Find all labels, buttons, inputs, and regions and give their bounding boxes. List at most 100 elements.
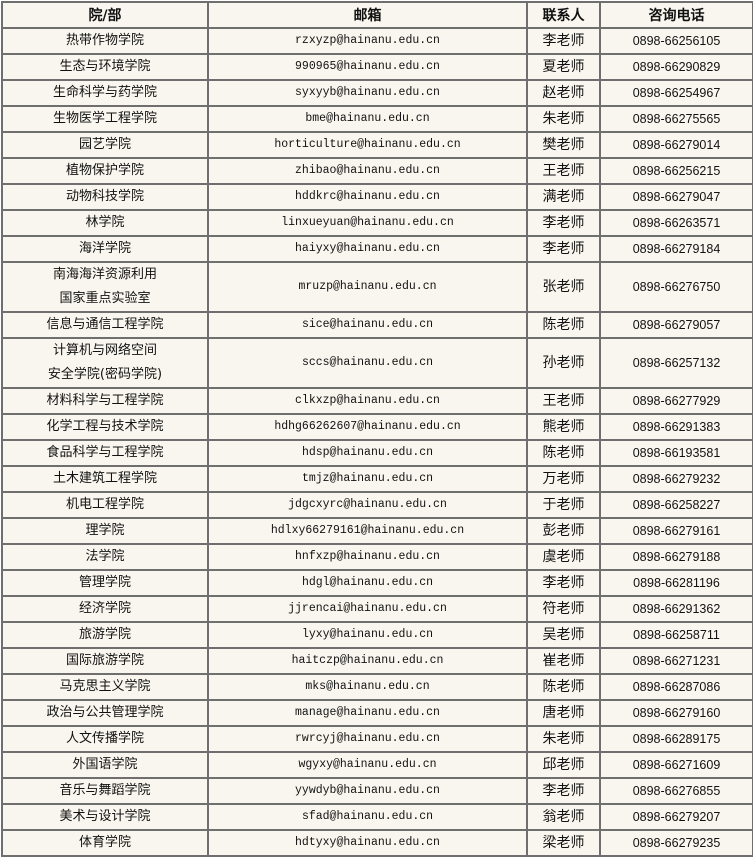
table-row: 外国语学院 wgyxy@hainanu.edu.cn 邱老师 0898-6627160…: [1, 751, 753, 779]
table-row: 计算机与网络空间 安全学院(密码学院) sccs@hainanu.edu.cn 孙老师…: [1, 337, 753, 389]
department-cell: 林学院: [1, 209, 209, 237]
phone-cell: 0898-66279188: [599, 543, 753, 571]
contact-cell: 樊老师: [526, 131, 601, 159]
table-row: 体育学院 hdtyxy@hainanu.edu.cn 梁老师 0898-6627923…: [1, 829, 753, 857]
contact-cell: 梁老师: [526, 829, 601, 857]
email-cell: sccs@hainanu.edu.cn: [207, 337, 528, 389]
email-cell: bme@hainanu.edu.cn: [207, 105, 528, 133]
phone-cell: 0898-66277929: [599, 387, 753, 415]
contact-cell: 吴老师: [526, 621, 601, 649]
department-cell: 热带作物学院: [1, 27, 209, 55]
contact-cell: 孙老师: [526, 337, 601, 389]
contact-cell: 赵老师: [526, 79, 601, 107]
department-name: 南海海洋资源利用: [52, 267, 157, 282]
phone-cell: 0898-66256105: [599, 27, 753, 55]
header-department: 院/部: [1, 1, 209, 29]
email-cell: hdgl@hainanu.edu.cn: [207, 569, 528, 597]
department-name: 动物科技学院: [65, 189, 144, 204]
department-cell: 动物科技学院: [1, 183, 209, 211]
table-row: 生物医学工程学院 bme@hainanu.edu.cn 朱老师 0898-662755…: [1, 105, 753, 133]
phone-cell: 0898-66279047: [599, 183, 753, 211]
phone-cell: 0898-66279232: [599, 465, 753, 493]
department-cell: 人文传播学院: [1, 725, 209, 753]
department-cell: 食品科学与工程学院: [1, 439, 209, 467]
phone-cell: 0898-66258711: [599, 621, 753, 649]
department-cell: 材料科学与工程学院: [1, 387, 209, 415]
department-cell: 生物医学工程学院: [1, 105, 209, 133]
table-row: 法学院 hnfxzp@hainanu.edu.cn 虞老师 0898-66279188: [1, 543, 753, 571]
header-phone: 咨询电话: [599, 1, 753, 29]
contact-cell: 符老师: [526, 595, 601, 623]
table-row: 理学院 hdlxy66279161@hainanu.edu.cn 彭老师 0898-6…: [1, 517, 753, 545]
department-cell: 旅游学院: [1, 621, 209, 649]
email-cell: yywdyb@hainanu.edu.cn: [207, 777, 528, 805]
department-name: 热带作物学院: [65, 33, 144, 48]
contact-cell: 满老师: [526, 183, 601, 211]
department-name: 机电工程学院: [65, 497, 144, 512]
phone-cell: 0898-66279161: [599, 517, 753, 545]
phone-cell: 0898-66276855: [599, 777, 753, 805]
email-cell: horticulture@hainanu.edu.cn: [207, 131, 528, 159]
contact-cell: 夏老师: [526, 53, 601, 81]
department-cell: 土木建筑工程学院: [1, 465, 209, 493]
department-cell: 海洋学院: [1, 235, 209, 263]
table-row: 动物科技学院 hddkrc@hainanu.edu.cn 满老师 0898-66279…: [1, 183, 753, 211]
phone-cell: 0898-66279184: [599, 235, 753, 263]
table-row: 音乐与舞蹈学院 yywdyb@hainanu.edu.cn 李老师 0898-6627…: [1, 777, 753, 805]
phone-cell: 0898-66256215: [599, 157, 753, 185]
email-cell: jjrencai@hainanu.edu.cn: [207, 595, 528, 623]
header-contact: 联系人: [526, 1, 601, 29]
contact-cell: 虞老师: [526, 543, 601, 571]
contact-cell: 熊老师: [526, 413, 601, 441]
email-cell: wgyxy@hainanu.edu.cn: [207, 751, 528, 779]
table-row: 国际旅游学院 haitczp@hainanu.edu.cn 崔老师 0898-6627…: [1, 647, 753, 675]
email-cell: haiyxy@hainanu.edu.cn: [207, 235, 528, 263]
phone-cell: 0898-66281196: [599, 569, 753, 597]
department-name: 林学院: [85, 215, 125, 230]
email-cell: lyxy@hainanu.edu.cn: [207, 621, 528, 649]
table-row: 土木建筑工程学院 tmjz@hainanu.edu.cn 万老师 0898-66279…: [1, 465, 753, 493]
department-name: 化学工程与技术学院: [46, 419, 164, 434]
department-name: 法学院: [85, 549, 125, 564]
contact-cell: 李老师: [526, 209, 601, 237]
table-row: 食品科学与工程学院 hdsp@hainanu.edu.cn 陈老师 0898-6619…: [1, 439, 753, 467]
email-cell: manage@hainanu.edu.cn: [207, 699, 528, 727]
contact-cell: 张老师: [526, 261, 601, 313]
phone-cell: 0898-66271231: [599, 647, 753, 675]
email-cell: clkxzp@hainanu.edu.cn: [207, 387, 528, 415]
email-cell: syxyyb@hainanu.edu.cn: [207, 79, 528, 107]
email-cell: hnfxzp@hainanu.edu.cn: [207, 543, 528, 571]
email-cell: hdlxy66279161@hainanu.edu.cn: [207, 517, 528, 545]
table-row: 美术与设计学院 sfad@hainanu.edu.cn 翁老师 0898-662792…: [1, 803, 753, 831]
department-cell: 法学院: [1, 543, 209, 571]
table-row: 南海海洋资源利用 国家重点实验室 mruzp@hainanu.edu.cn 张老师 08…: [1, 261, 753, 313]
department-cell: 植物保护学院: [1, 157, 209, 185]
department-cell: 机电工程学院: [1, 491, 209, 519]
department-cell: 生命科学与药学院: [1, 79, 209, 107]
table-row: 机电工程学院 jdgcxyrc@hainanu.edu.cn 于老师 0898-662…: [1, 491, 753, 519]
department-name: 政治与公共管理学院: [46, 705, 164, 720]
department-cell: 化学工程与技术学院: [1, 413, 209, 441]
contact-cell: 李老师: [526, 777, 601, 805]
contact-cell: 陈老师: [526, 311, 601, 339]
department-name: 生态与环境学院: [59, 59, 151, 74]
table-row: 旅游学院 lyxy@hainanu.edu.cn 吴老师 0898-66258711: [1, 621, 753, 649]
table-row: 生态与环境学院 990965@hainanu.edu.cn 夏老师 0898-6629…: [1, 53, 753, 81]
email-cell: rwrcyj@hainanu.edu.cn: [207, 725, 528, 753]
department-name: 植物保护学院: [65, 163, 144, 178]
phone-cell: 0898-66254967: [599, 79, 753, 107]
department-cell: 生态与环境学院: [1, 53, 209, 81]
header-email: 邮箱: [207, 1, 528, 29]
email-cell: hdhg66262607@hainanu.edu.cn: [207, 413, 528, 441]
department-cell: 理学院: [1, 517, 209, 545]
contact-cell: 朱老师: [526, 725, 601, 753]
department-name: 生命科学与药学院: [52, 85, 157, 100]
phone-cell: 0898-66275565: [599, 105, 753, 133]
email-cell: linxueyuan@hainanu.edu.cn: [207, 209, 528, 237]
department-name: 计算机与网络空间: [52, 343, 157, 358]
department-cell: 经济学院: [1, 595, 209, 623]
phone-cell: 0898-66289175: [599, 725, 753, 753]
email-cell: haitczp@hainanu.edu.cn: [207, 647, 528, 675]
department-cell: 园艺学院: [1, 131, 209, 159]
